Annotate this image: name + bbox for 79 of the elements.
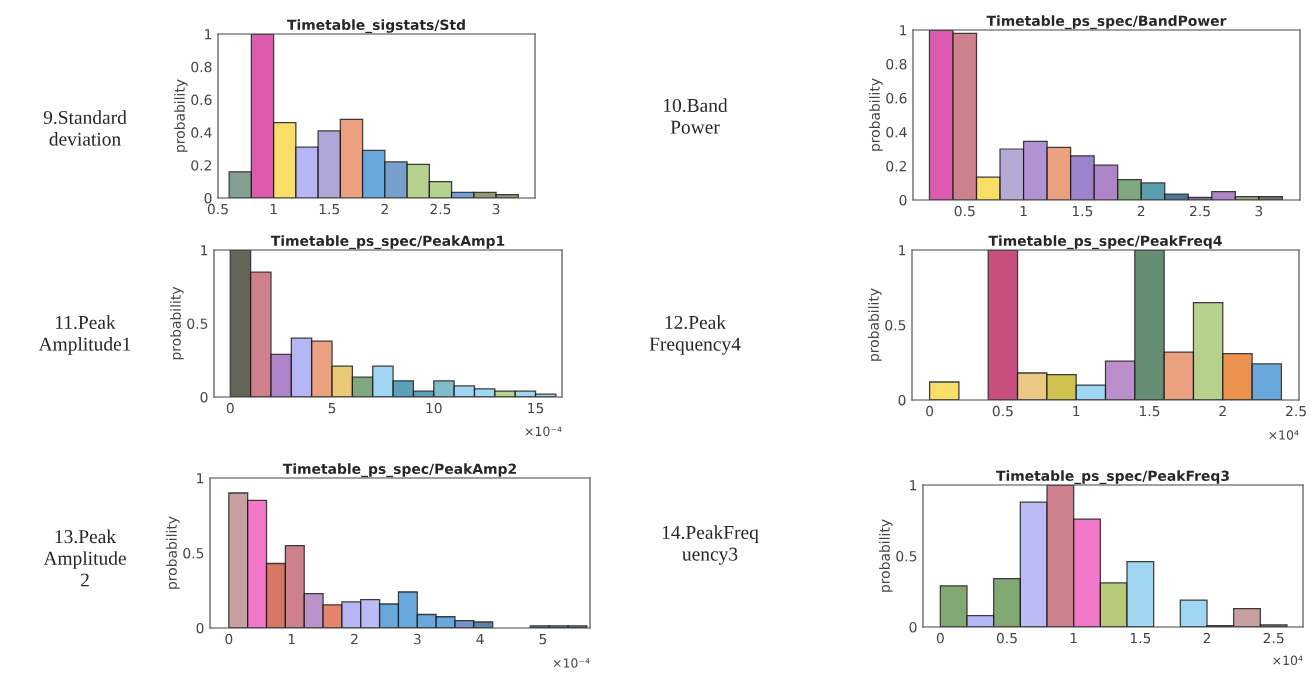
text: 12.Peak Frequency4 [649, 315, 741, 355]
x-tick-label: 0 [226, 402, 234, 414]
x-tick-label: 5 [328, 402, 336, 414]
y-tick-label: 0.5 [183, 547, 204, 559]
x-tick-label: 3 [1255, 205, 1263, 217]
x-tick-label: 3 [413, 633, 421, 645]
text: ×10⁴ [1273, 655, 1303, 666]
x-tick-label: 1 [1070, 632, 1077, 644]
text: ×10⁻⁴ [553, 658, 590, 668]
x-tick-label: 0 [225, 633, 233, 645]
x-tick-label: 2 [1137, 205, 1145, 217]
text: 9.Standard deviation [43, 110, 127, 146]
x-tick-label: 10 [426, 402, 442, 414]
y-tick-label: 1 [910, 480, 917, 491]
y-tick-label: 0.4 [191, 127, 212, 138]
y-tick-label: 0.5 [896, 550, 917, 562]
x-tick-label: 2 [351, 633, 358, 645]
x-tick-label: 2.5 [1286, 405, 1306, 417]
y-axis-title: probability [174, 79, 188, 152]
y-tick-label: 1 [201, 245, 208, 256]
y-tick-label: 0.6 [886, 92, 907, 104]
x-tick-label: 2.5 [1189, 205, 1210, 217]
text: 13.Peak Amplitude 2 [43, 529, 126, 587]
y-tick-label: 0 [899, 194, 907, 206]
chart-title: Timetable_ps_spec/PeakFreq4 [988, 235, 1222, 250]
y-tick-label: 0 [196, 622, 204, 634]
y-axis-title: probability [869, 78, 883, 151]
y-tick-label: 1 [197, 473, 204, 484]
y-tick-label: 0.2 [191, 160, 212, 171]
chart-title: Timetable_ps_spec/PeakAmp1 [270, 235, 505, 250]
x-tick-label: 0.5 [992, 405, 1013, 417]
y-tick-label: 0.5 [187, 318, 208, 329]
y-tick-label: 0 [200, 391, 208, 403]
y-tick-label: 0.5 [885, 319, 906, 331]
y-axis-title: probability [166, 516, 180, 589]
x-tick-label: 1 [288, 633, 295, 645]
x-tick-label: 1 [1020, 205, 1027, 217]
y-tick-label: 1 [205, 29, 212, 40]
y-tick-label: 1 [900, 25, 907, 36]
x-tick-label: 0 [926, 405, 934, 417]
x-tick-label: 2 [1219, 405, 1226, 417]
y-tick-label: 0 [204, 192, 212, 204]
y-tick-label: 0.4 [886, 126, 907, 138]
x-tick-label: 2.5 [1263, 632, 1284, 644]
x-tick-label: 2 [1203, 632, 1211, 644]
y-axis-title: probability [868, 288, 882, 361]
y-tick-label: 0.8 [886, 58, 907, 70]
x-tick-label: 0.5 [996, 632, 1017, 644]
y-tick-label: 0 [909, 621, 917, 633]
text: ×10⁻⁴ [525, 426, 562, 437]
y-tick-label: 0 [898, 394, 906, 406]
text: 10.Band Power [664, 98, 728, 134]
y-tick-label: 0.8 [191, 61, 212, 73]
x-tick-label: 2.5 [430, 203, 451, 215]
chart-title: Timetable_ps_spec/PeakFreq3 [996, 470, 1229, 485]
y-tick-label: 0.6 [191, 94, 212, 106]
x-tick-label: 1.5 [1072, 205, 1093, 217]
x-tick-label: 1 [1073, 405, 1080, 417]
x-tick-label: 2 [381, 203, 388, 215]
text: ×10⁴ [1269, 430, 1299, 440]
x-tick-label: 1.5 [1139, 405, 1160, 417]
chart-title: Timetable_ps_spec/BandPower [986, 15, 1227, 30]
x-tick-label: 1.5 [319, 203, 340, 215]
y-tick-label: 1 [899, 245, 906, 256]
x-tick-label: 0.5 [954, 205, 975, 217]
y-tick-label: 0.2 [886, 160, 907, 172]
x-tick-label: 5 [539, 633, 547, 645]
x-tick-label: 3 [492, 203, 500, 215]
x-tick-label: 0 [936, 632, 944, 644]
y-axis-title: probability [170, 286, 184, 360]
text: 14.PeakFreq uency3 [662, 525, 759, 565]
chart-title: Timetable_ps_spec/PeakAmp2 [282, 463, 516, 478]
y-axis-title: probability [879, 519, 893, 592]
text: 11.Peak Amplitude1 [38, 315, 131, 355]
chart-title: Timetable_sigstats/Std [287, 19, 465, 34]
x-tick-label: 1 [270, 203, 277, 215]
x-tick-label: 15 [528, 402, 544, 414]
x-tick-label: 4 [476, 633, 484, 645]
x-tick-label: 1.5 [1130, 632, 1151, 644]
